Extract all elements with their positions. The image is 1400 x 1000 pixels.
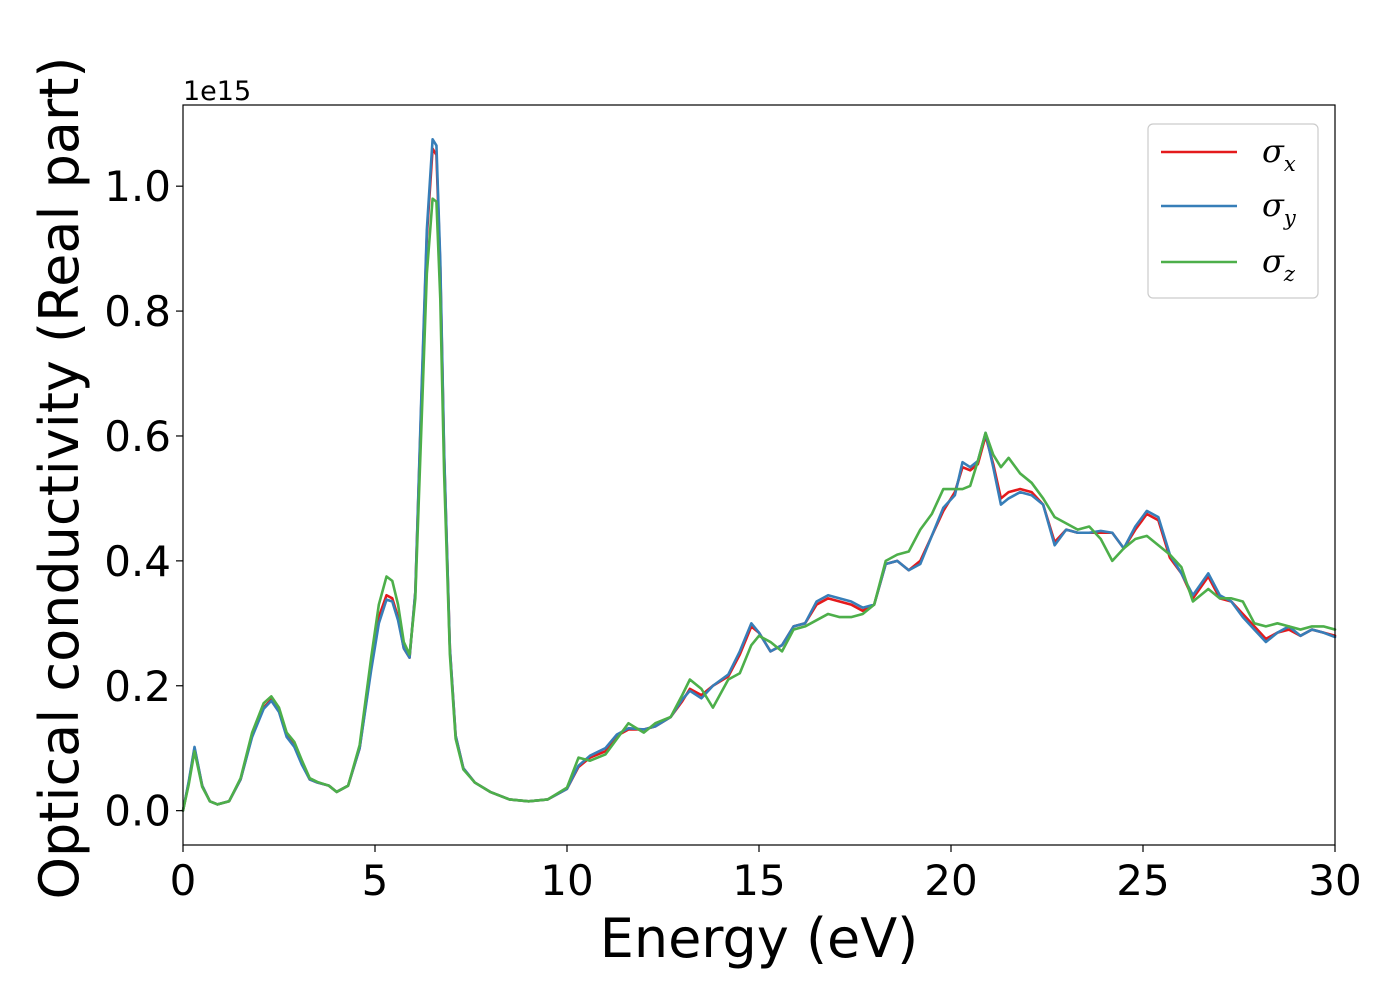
y-tick-label: 0.2 <box>104 662 171 711</box>
plot-area <box>183 105 1335 845</box>
series-layer <box>181 138 1337 812</box>
x-tick-label: 10 <box>540 856 593 905</box>
legend-label-x: σx <box>1262 132 1296 176</box>
legend: σx σy σz <box>1147 123 1319 299</box>
x-tick-label: 30 <box>1308 856 1361 905</box>
series-line-z <box>181 197 1337 812</box>
y-tick-label: 0.8 <box>104 287 171 336</box>
x-tick-label: 25 <box>1116 856 1169 905</box>
y-axis-offset-label: 1e15 <box>183 76 251 107</box>
legend-box <box>1147 123 1319 299</box>
x-tick-label: 5 <box>362 856 389 905</box>
legend-label-y: σy <box>1262 186 1297 230</box>
x-tick-label: 20 <box>924 856 977 905</box>
y-tick-label: 0.0 <box>104 787 171 836</box>
x-axis-ticks: 0 5 10 15 20 25 30 <box>170 845 1362 905</box>
legend-label-z: σz <box>1262 242 1296 286</box>
y-tick-label: 0.4 <box>104 537 171 586</box>
y-tick-label: 1.0 <box>104 162 171 211</box>
x-axis-label: Energy (eV) <box>600 907 919 970</box>
y-axis-ticks: 0.0 0.2 0.4 0.6 0.8 1.0 <box>104 162 183 836</box>
x-tick-label: 15 <box>732 856 785 905</box>
x-tick-label: 0 <box>170 856 197 905</box>
y-axis-label: Optical conductivity (Real part) <box>28 57 91 900</box>
y-tick-label: 0.6 <box>104 412 171 461</box>
legend-items: σx σy σz <box>1161 132 1297 286</box>
